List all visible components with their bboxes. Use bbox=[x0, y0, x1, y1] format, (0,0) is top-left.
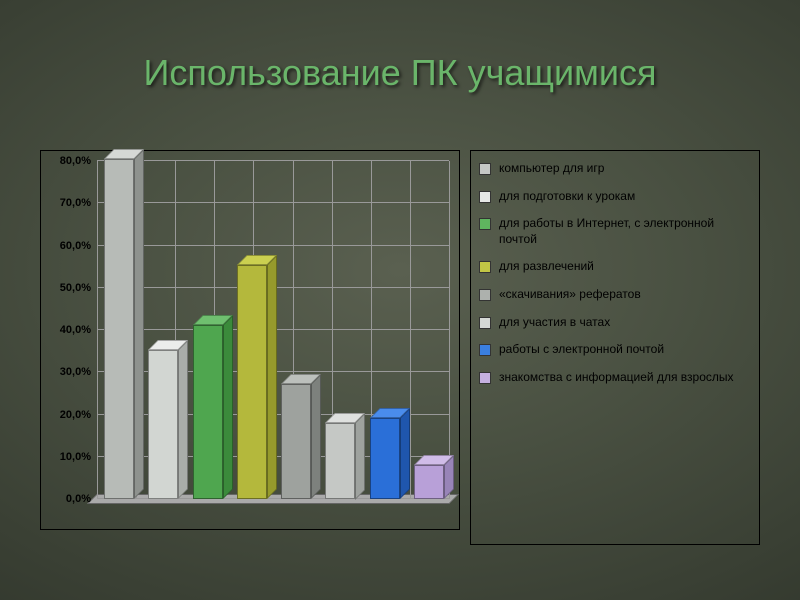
legend-item: «скачивания» рефератов bbox=[479, 287, 751, 303]
bar-front bbox=[414, 465, 444, 499]
legend-swatch bbox=[479, 163, 491, 175]
legend-swatch bbox=[479, 261, 491, 273]
bar-front bbox=[237, 265, 267, 499]
bar bbox=[193, 325, 223, 499]
legend-label: для развлечений bbox=[499, 259, 594, 275]
bar-front bbox=[281, 384, 311, 499]
legend-label: для подготовки к урокам bbox=[499, 189, 635, 205]
bar bbox=[237, 265, 267, 499]
legend-item: работы с электронной почтой bbox=[479, 342, 751, 358]
legend-label: компьютер для игр bbox=[499, 161, 604, 177]
bars-group bbox=[97, 161, 449, 499]
legend: компьютер для игр для подготовки к урокам… bbox=[470, 150, 760, 545]
bar bbox=[414, 465, 444, 499]
legend-item: для работы в Интернет, с электронной поч… bbox=[479, 216, 751, 247]
legend-swatch bbox=[479, 317, 491, 329]
bar bbox=[104, 159, 134, 499]
plot-area: 0,0%10,0%20,0%30,0%40,0%50,0%60,0%70,0%8… bbox=[97, 161, 449, 499]
legend-swatch bbox=[479, 289, 491, 301]
bar-side bbox=[223, 315, 233, 499]
bar-front bbox=[193, 325, 223, 499]
legend-item: для участия в чатах bbox=[479, 315, 751, 331]
legend-item: знакомства с информацией для взрослых bbox=[479, 370, 751, 386]
legend-label: для участия в чатах bbox=[499, 315, 610, 331]
bar bbox=[325, 423, 355, 500]
bar-front bbox=[148, 350, 178, 499]
bar-chart: 0,0% 10,0% 20,0% 30,0% 40,0% 50,0% 60,0% 70,0% 8… bbox=[40, 150, 460, 530]
legend-swatch bbox=[479, 344, 491, 356]
y-axis-label: 30,0% bbox=[60, 366, 91, 378]
bar-side bbox=[311, 374, 321, 499]
bar-front bbox=[325, 423, 355, 500]
legend-swatch bbox=[479, 372, 491, 384]
bar-front bbox=[104, 159, 134, 499]
y-axis-label: 20,0% bbox=[60, 409, 91, 421]
legend-swatch bbox=[479, 218, 491, 230]
bar-side bbox=[355, 413, 365, 500]
legend-item: для развлечений bbox=[479, 259, 751, 275]
bar bbox=[370, 418, 400, 499]
legend-label: для работы в Интернет, с электронной поч… bbox=[499, 216, 751, 247]
y-axis-label: 40,0% bbox=[60, 324, 91, 336]
y-axis-label: 80,0% bbox=[60, 155, 91, 167]
legend-label: «скачивания» рефератов bbox=[499, 287, 641, 303]
legend-swatch bbox=[479, 191, 491, 203]
slide-title: Использование ПК учащимися bbox=[144, 52, 657, 94]
bar-front bbox=[370, 418, 400, 499]
bar bbox=[148, 350, 178, 499]
bar-side bbox=[267, 255, 277, 499]
y-axis-label: 0,0% bbox=[66, 493, 91, 505]
legend-label: работы с электронной почтой bbox=[499, 342, 664, 358]
y-axis-label: 70,0% bbox=[60, 197, 91, 209]
y-axis-label: 60,0% bbox=[60, 240, 91, 252]
bar bbox=[281, 384, 311, 499]
gridline-v bbox=[449, 161, 450, 499]
legend-item: для подготовки к урокам bbox=[479, 189, 751, 205]
bar-side bbox=[178, 340, 188, 499]
legend-item: компьютер для игр bbox=[479, 161, 751, 177]
chart-area: 0,0% 10,0% 20,0% 30,0% 40,0% 50,0% 60,0% 70,0% 8… bbox=[40, 150, 760, 550]
bar-side bbox=[400, 408, 410, 499]
bar-side bbox=[134, 149, 144, 499]
y-axis-label: 50,0% bbox=[60, 282, 91, 294]
y-axis-label: 10,0% bbox=[60, 451, 91, 463]
legend-label: знакомства с информацией для взрослых bbox=[499, 370, 734, 386]
